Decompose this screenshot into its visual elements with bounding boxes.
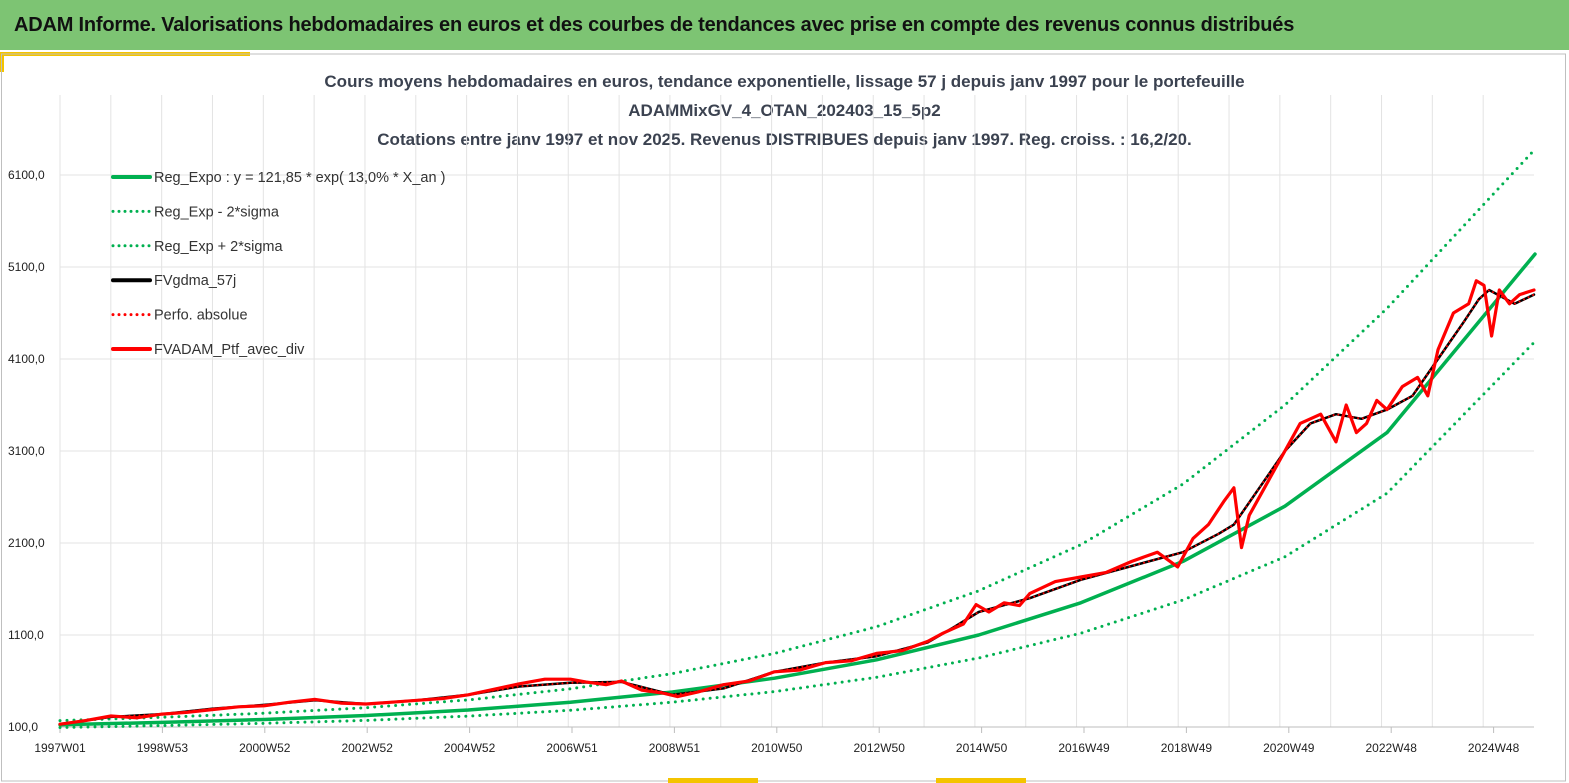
x-tick-label: 2000W52 [239,741,291,755]
x-tick-label: 2022W48 [1366,741,1418,755]
series-line-reg-exp-2-sigma [58,340,1537,729]
y-tick-label: 3100,0 [8,444,45,458]
banner-title: ADAM Informe. Valorisations hebdomadaire… [14,14,1295,36]
y-tick-label: 6100,0 [8,168,45,182]
y-tick-label: 4100,0 [8,352,45,366]
x-tick-label: 2008W51 [649,741,701,755]
legend-label: FVgdma_57j [154,273,236,289]
legend-label: Reg_Expo : y = 121,85 * exp( 13,0% * X_a… [154,170,445,186]
x-tick-label: 1998W53 [137,741,189,755]
x-tick-label: 2002W52 [342,741,394,755]
y-tick-label: 2100,0 [8,536,45,550]
legend-label: Reg_Exp - 2*sigma [154,204,280,220]
x-tick-label: 2020W49 [1263,741,1315,755]
x-tick-label: 2006W51 [546,741,598,755]
legend-label: FVADAM_Ptf_avec_div [154,342,305,358]
x-tick-label: 2004W52 [444,741,496,755]
chart-title-line-2: ADAMMixGV_4_OTAN_202403_15_5p2 [628,101,941,120]
x-tick-label: 2018W49 [1161,741,1213,755]
x-tick-label: 2014W50 [956,741,1008,755]
x-tick-label: 2012W50 [854,741,906,755]
series-line-perfo-absolue [59,289,1535,726]
legend-label: Reg_Exp + 2*sigma [154,239,283,255]
series-line-reg-exp-2-sigma [58,147,1537,723]
y-tick-label: 1100,0 [8,628,44,642]
y-tick-label: 5100,0 [8,260,45,274]
y-tick-label: 100,0 [8,720,38,734]
header-banner: ADAM Informe. Valorisations hebdomadaire… [0,0,1569,52]
x-tick-label: 2024W48 [1468,741,1520,755]
bottom-accent-2 [936,778,1026,783]
chart-title-line-1: Cours moyens hebdomadaires en euros, ten… [324,72,1245,91]
series-line-reg-expo-y-121-85-exp-13-0-x-an [58,252,1537,727]
x-tick-label: 2016W49 [1058,741,1110,755]
legend-label: Perfo. absolue [154,308,248,324]
x-tick-label: 2010W50 [751,741,803,755]
chart-title-line-3: Cotations entre janv 1997 et nov 2025. R… [377,130,1192,149]
bottom-accent-1 [668,778,758,783]
chart-frame [1,53,1566,782]
x-tick-label: 1997W01 [34,741,86,755]
